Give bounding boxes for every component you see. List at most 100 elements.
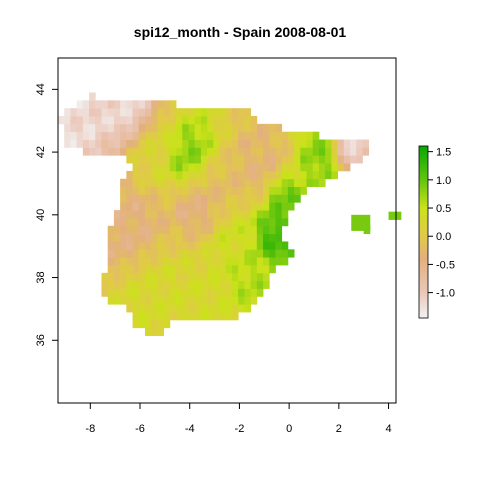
map-cell [107,257,115,266]
map-cell [176,155,183,164]
map-cell [188,139,196,148]
map-cell [188,210,196,219]
map-cell [200,304,208,313]
map-cell [194,288,202,297]
map-cell [188,241,196,250]
map-cell [182,304,189,313]
colorbar-legend: 1.5 1.0 0.5 0.0 -0.5 -1.0 [418,145,455,319]
map-cell [200,312,208,321]
map-cell [294,170,301,180]
map-cell [275,186,283,195]
map-cell [157,280,165,289]
map-cell [157,131,165,140]
colorbar-tick-label: 1.5 [436,147,451,159]
map-cell [144,296,152,305]
map-cell [169,131,177,140]
map-cell [169,217,177,227]
map-cell [95,139,102,148]
map-cell [225,194,233,203]
x-tick-label: -8 [85,423,95,435]
map-cell [169,163,177,172]
map-cell [113,116,121,125]
map-cell [169,194,177,203]
map-cell [163,280,171,289]
map-cell [157,170,165,180]
map-cell [151,280,158,289]
map-cell [182,288,189,297]
map-cell [287,131,295,140]
map-cell [250,210,258,219]
map-cell [176,210,183,219]
map-cell [182,210,189,219]
map-cell [263,163,270,172]
map-cell [312,163,320,172]
map-cell [182,163,189,172]
map-cell [157,147,165,156]
map-cell [138,272,146,282]
map-cell [151,257,158,266]
map-cell [294,147,301,156]
map-cell [287,155,295,164]
map-cell [176,225,183,235]
map-cell [300,170,307,180]
map-cell [169,116,177,125]
map-cell [176,186,183,195]
map-cell [144,202,152,211]
x-axis: -8 -6 -4 -2 0 2 4 [85,403,392,435]
map-cell [200,288,208,297]
map-cell [126,123,133,133]
map-cell [182,241,189,250]
map-cell [176,147,183,156]
map-cell [176,116,183,125]
map-cell [188,312,196,321]
map-cell [120,265,127,274]
map-cell [269,178,276,187]
map-cell [138,280,146,289]
map-cell [213,288,220,297]
map-cell [250,217,258,227]
map-cell [163,123,171,133]
map-cell [269,139,276,148]
map-cell [244,272,252,282]
map-cell [194,210,202,219]
map-cell [169,280,177,289]
map-cell [151,296,158,305]
map-cell [200,249,208,258]
map-cell [76,131,84,140]
map-cell [244,131,252,140]
map-cell [113,296,121,305]
map-cell [138,170,146,180]
map-cell [231,265,239,274]
map-cell [200,217,208,227]
map-cell [275,241,283,250]
map-cell [287,194,295,203]
map-cell [362,147,370,156]
map-cell [163,186,171,195]
map-cell [225,139,233,148]
map-cell [138,139,146,148]
map-cell [207,296,214,305]
map-cell [219,123,227,133]
map-cell [231,217,239,227]
colorbar-tick-label: -0.5 [436,259,455,271]
map-cell [219,131,227,140]
map-cell [244,163,252,172]
map-cell [244,170,252,180]
map-cell [157,296,165,305]
map-cell [188,131,196,140]
map-cell [231,116,239,125]
map-cell [219,217,227,227]
map-cell [138,123,146,133]
map-cell [207,225,214,235]
map-cell [157,319,165,329]
map-cell [151,147,158,156]
map-cell [318,170,326,180]
map-cell [89,123,96,133]
map-cell [238,304,245,313]
map-cell [219,170,227,180]
map-cell [269,265,276,274]
map-cell [207,178,214,187]
map-cell [275,139,283,148]
y-tick-label: 44 [35,83,47,95]
map-cell [250,194,258,203]
